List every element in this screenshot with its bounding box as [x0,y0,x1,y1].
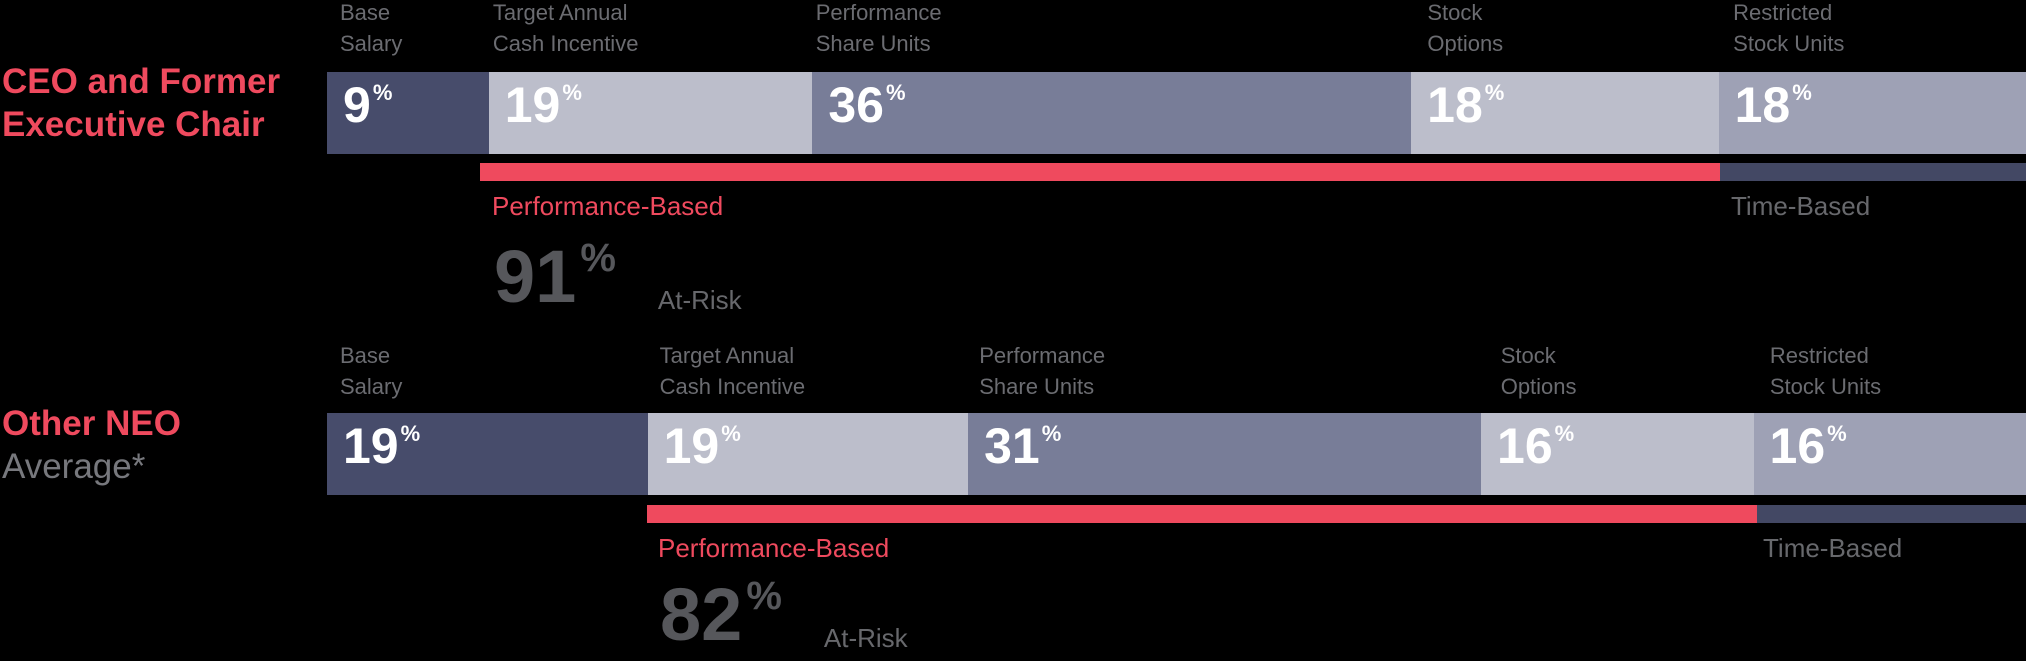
segment-value-unit: % [562,80,582,105]
time-based-label: Time-Based [1731,191,1871,221]
segment-header-line: Share Units [979,374,1095,399]
segment-header-line: Restricted [1733,0,1833,25]
bar-segment-performance-share-units: 36% [812,72,1412,154]
segment-value: 9 [343,77,371,133]
segment-header-line: Options [1500,374,1577,399]
at-risk-callout: 91 % At-Risk [494,235,742,318]
segment-header-line: Performance [815,0,942,25]
at-risk-unit: % [580,236,616,280]
row-label-secondary: Average* [2,447,146,486]
segment-header-stock-options: Stock Options [1501,340,1577,402]
bar-segment-stock-options: 16% [1481,413,1754,495]
at-risk-label: At-Risk [823,623,908,653]
segment-value: 16 [1769,418,1826,474]
segment-header-line: Base [340,0,391,25]
at-risk-unit: % [746,574,782,618]
underline-spacer [327,163,480,181]
segment-value-unit: % [885,80,906,105]
segment-value: 36 [828,77,884,133]
segment-value: 16 [1497,418,1553,474]
segment-header-line: Stock [1500,343,1556,368]
segment-header-stock-options: Stock Options [1427,0,1503,59]
segment-header-restricted-stock-units: Restricted Stock Units [1770,340,1881,402]
segment-header-line: Cash Incentive [492,31,639,56]
at-risk-value: 91 [494,235,577,318]
at-risk-callout: 82 % At-Risk [660,573,908,656]
segment-header-line: Performance [979,343,1106,368]
bar-segment-stock-options: 18% [1411,72,1719,154]
segment-value-unit: % [1792,80,1812,105]
segment-value-unit: % [1041,421,1062,446]
risk-underline [327,505,2026,523]
risk-underline [327,163,2026,181]
segment-value-unit: % [1554,421,1575,446]
bar-segment-performance-share-units: 31% [968,413,1482,495]
segment-header-line: Stock [1427,0,1483,25]
stacked-bar-ceo: 9% 19% 36% 18% 18% [327,72,2026,154]
segment-headers: Base Salary Target Annual Cash Incentive Per… [327,0,2026,67]
segment-header-line: Options [1427,31,1504,56]
segment-header-restricted-stock-units: Restricted Stock Units [1733,0,1844,59]
segment-header-line: Share Units [815,31,931,56]
bar-segment-restricted-stock-units: 16% [1753,413,2026,495]
bar-segment-base-salary: 19% [327,413,648,495]
segment-header-line: Cash Incentive [659,374,806,399]
segment-header-line: Salary [340,31,403,56]
bar-segment-target-annual-cash-incentive: 19% [488,72,813,154]
row-label-line: Executive Chair [2,105,265,144]
segment-value: 19 [663,418,720,474]
segment-value-unit: % [400,421,421,446]
segment-value-unit: % [372,80,393,105]
time-based-label: Time-Based [1763,533,1903,563]
bar-segment-restricted-stock-units: 18% [1718,72,2026,154]
segment-header-base-salary: Base Salary [340,340,402,402]
row-label-ceo: CEO and Former Executive Chair [2,60,280,146]
segment-header-performance-share-units: Performance Share Units [816,0,942,59]
segment-header-line: Target Annual [492,0,628,25]
bar-segment-base-salary: 9% [327,72,489,154]
segment-header-line: Salary [340,374,403,399]
segment-header-line: Target Annual [659,343,795,368]
segment-headers: Base Salary Target Annual Cash Incentive Per… [327,340,2026,410]
segment-value: 31 [984,418,1040,474]
row-label-line: Other NEO [2,404,181,443]
time-based-underline [1720,163,2026,181]
segment-value: 19 [343,418,399,474]
stacked-bar-neo: 19% 19% 31% 16% 16% [327,413,2026,495]
segment-header-base-salary: Base Salary [340,0,402,59]
performance-based-underline [479,163,1721,181]
segment-value: 19 [504,77,561,133]
segment-value-unit: % [1484,80,1505,105]
performance-based-underline [646,505,1757,523]
underline-spacer [327,505,647,523]
segment-header-line: Restricted [1769,343,1869,368]
row-label-neo: Other NEO Average* [2,402,181,488]
performance-based-label: Performance-Based [492,191,724,221]
segment-header-line: Stock Units [1733,31,1845,56]
segment-header-target-annual-cash-incentive: Target Annual Cash Incentive [493,0,639,59]
segment-value-unit: % [721,421,741,446]
at-risk-label: At-Risk [657,285,742,315]
segment-value: 18 [1734,77,1791,133]
segment-header-line: Stock Units [1769,374,1882,399]
bar-segment-target-annual-cash-incentive: 19% [647,413,969,495]
time-based-underline [1756,505,2026,523]
segment-header-line: Base [340,343,391,368]
segment-header-performance-share-units: Performance Share Units [979,340,1105,402]
row-label-line: CEO and Former [2,62,281,101]
at-risk-value: 82 [660,573,743,656]
performance-based-label: Performance-Based [658,533,890,563]
segment-header-target-annual-cash-incentive: Target Annual Cash Incentive [660,340,806,402]
segment-value-unit: % [1827,421,1847,446]
segment-value: 18 [1427,77,1483,133]
